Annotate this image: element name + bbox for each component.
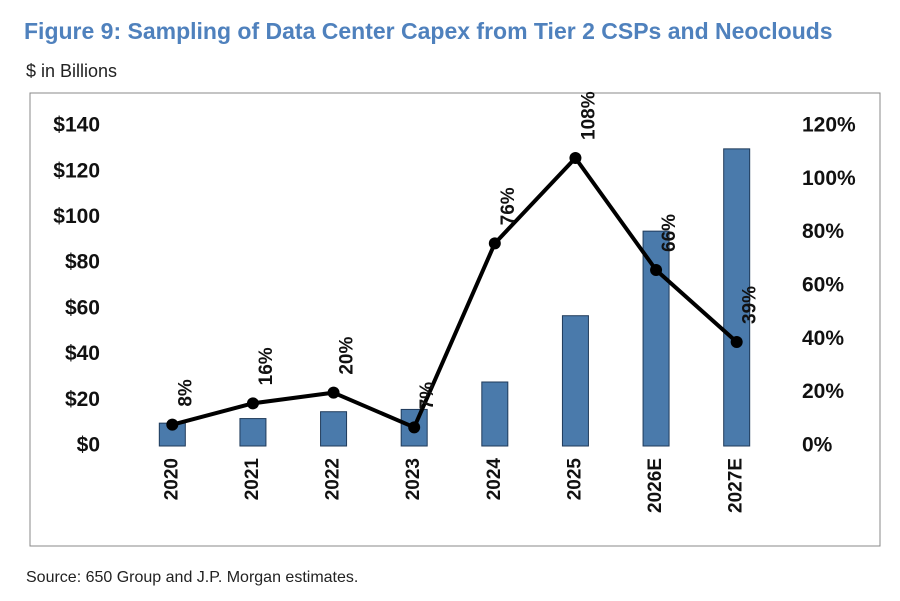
line-point: [488, 237, 501, 250]
line-point: [166, 418, 179, 431]
chart-title: Figure 9: Sampling of Data Center Capex …: [24, 18, 833, 44]
y2-tick-label: 60%: [802, 274, 844, 297]
data-label: 108%: [578, 91, 599, 140]
y-tick-label: $60: [65, 296, 100, 319]
y-tick-label: $80: [65, 251, 100, 274]
y-tick-label: $120: [53, 159, 100, 182]
chart-subtitle: $ in Billions: [26, 61, 117, 81]
x-tick-label: 2024: [484, 458, 505, 501]
chart-frame: [29, 92, 881, 547]
y2-tick-label: 0%: [802, 434, 833, 457]
y2-tick-label: 20%: [802, 380, 844, 403]
x-tick-label: 2026E: [645, 458, 666, 513]
x-tick-label: 2021: [242, 458, 263, 501]
data-label: 66%: [659, 214, 680, 252]
bar: [723, 148, 751, 447]
x-tick-label: 2022: [323, 458, 344, 500]
data-label: 8%: [175, 379, 196, 407]
y-tick-label: $100: [53, 205, 100, 228]
y-tick-label: $140: [53, 114, 100, 137]
data-label: 39%: [740, 286, 761, 324]
y-tick-label: $40: [65, 342, 100, 365]
data-label: 20%: [337, 337, 358, 375]
bar: [642, 230, 670, 447]
y2-tick-label: 40%: [802, 327, 844, 350]
x-tick-label: 2020: [161, 458, 182, 500]
bar: [239, 418, 267, 447]
data-label: 76%: [498, 187, 519, 225]
data-label: 7%: [417, 382, 438, 410]
x-tick-label: 2025: [564, 458, 585, 501]
line-point: [408, 421, 421, 434]
line-point: [650, 264, 663, 276]
line-point: [569, 152, 582, 164]
y-tick-label: $20: [65, 388, 100, 411]
y2-tick-label: 120%: [802, 114, 856, 137]
x-tick-label: 2027E: [726, 458, 747, 513]
source-note: Source: 650 Group and J.P. Morgan estima…: [26, 569, 358, 586]
bar: [481, 381, 509, 447]
line-point: [246, 397, 259, 410]
data-label: 16%: [256, 347, 277, 385]
line-point: [327, 386, 340, 399]
y2-tick-label: 80%: [802, 220, 844, 243]
line-point: [730, 336, 743, 348]
y-tick-label: $0: [77, 434, 100, 457]
line: [171, 156, 739, 430]
x-tick-label: 2023: [403, 458, 424, 500]
bar: [561, 315, 589, 447]
bar: [320, 411, 348, 447]
y2-tick-label: 100%: [802, 167, 856, 190]
